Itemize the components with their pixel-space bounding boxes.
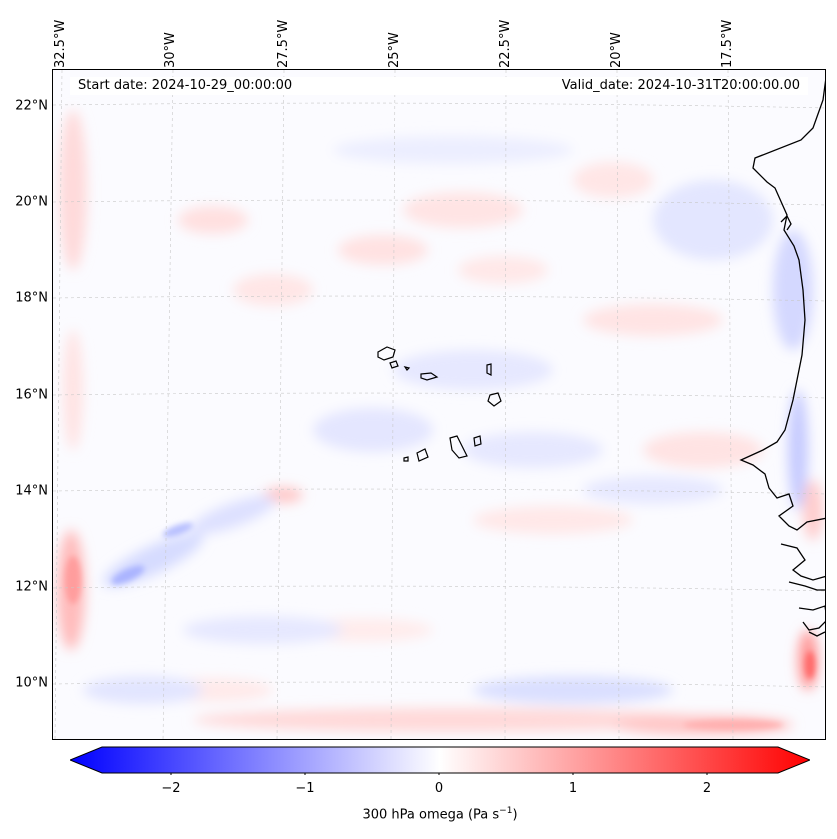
colorbar-label-main: 300 hPa omega (Pa s [362,807,500,823]
lat-label: 20°N [15,194,48,210]
colorbar-tick-label: 1 [568,781,578,796]
colorbar-tick-label: 0 [434,781,444,796]
info-bar: Start date: 2024-10-29_00:00:00 Valid_da… [70,77,808,95]
lon-label: 32.5°W [53,19,68,68]
lon-label: 27.5°W [276,19,291,68]
colorbar-tick-label: −2 [161,781,181,796]
cabo-verde-islands [377,346,502,462]
lon-label: 25°W [387,32,402,68]
lat-label: 14°N [15,483,48,499]
lon-label: 30°W [163,32,178,68]
colorbar-label-close: ) [512,807,518,823]
lon-label: 22.5°W [498,19,513,68]
colorbar-label: 300 hPa omega (Pa s−1) [0,806,837,822]
colorbar-gradient [68,746,812,774]
lat-label: 10°N [15,675,48,691]
lat-label: 12°N [15,579,48,595]
map-panel [52,69,826,740]
lat-label: 22°N [15,98,48,114]
lon-label: 17.5°W [720,19,735,68]
lat-label: 18°N [15,290,48,306]
omega-contours [57,110,823,735]
west-african-coast [739,80,825,637]
map-background [53,70,825,739]
lon-label: 20°W [609,32,624,68]
colorbar-tick-label: 2 [702,781,712,796]
lat-label: 16°N [15,387,48,403]
colorbar-tick-label: −1 [295,781,315,796]
graticule [53,70,825,739]
start-date-label: Start date: 2024-10-29_00:00:00 [78,78,293,93]
valid-date-label: Valid_date: 2024-10-31T20:00:00.00 [561,78,800,93]
colorbar-label-exponent: −1 [499,806,513,816]
omega-field [53,70,825,739]
colorbar [68,745,812,777]
